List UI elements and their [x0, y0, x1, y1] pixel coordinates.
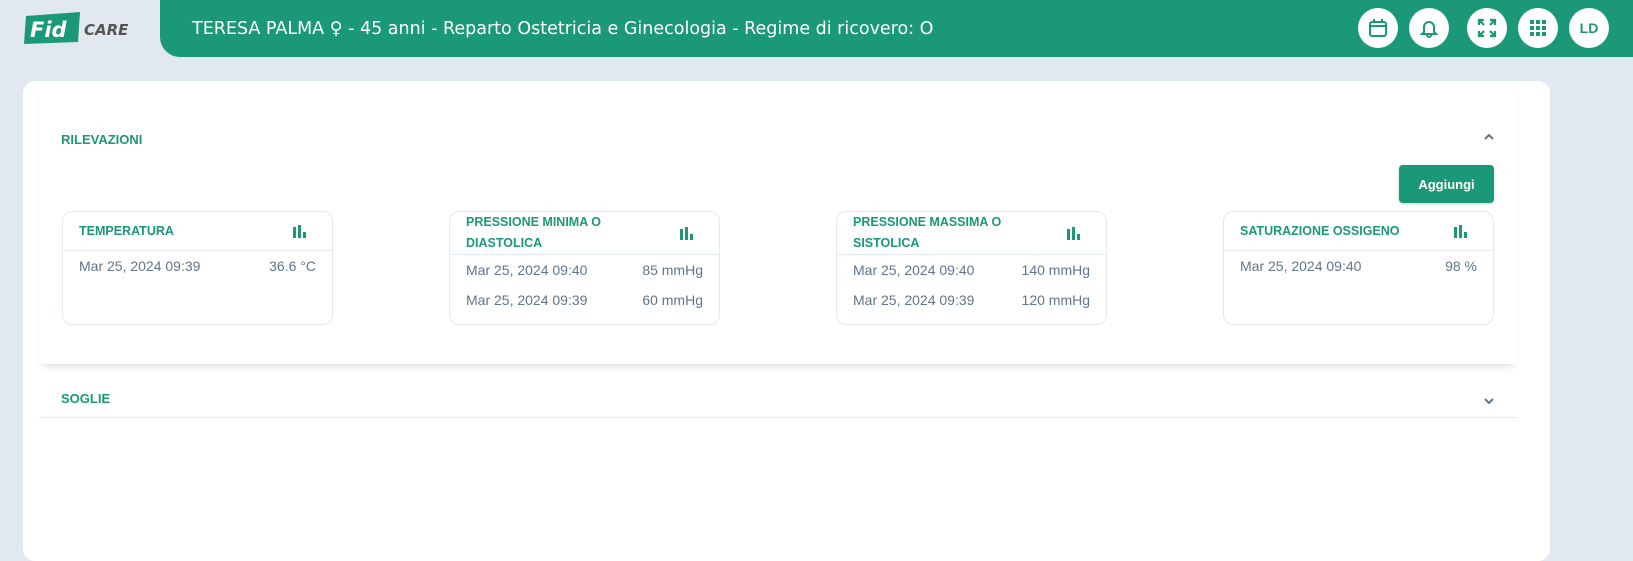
- chevron-down-icon[interactable]: [1482, 394, 1496, 408]
- measurement-value: 85 mmHg: [642, 262, 703, 278]
- grid-icon: [1530, 20, 1546, 36]
- soglie-title[interactable]: SOGLIE: [61, 391, 111, 406]
- main-panel: RILEVAZIONI Aggiungi TEMPERATURA Mar 25,…: [23, 81, 1550, 561]
- svg-text:Fid: Fid: [30, 18, 68, 42]
- measurement-date: Mar 25, 2024 09:39: [853, 292, 975, 308]
- vital-card: TEMPERATURA Mar 25, 2024 09:39 36.6 °C: [62, 211, 333, 325]
- measurement-value: 36.6 °C: [269, 258, 316, 274]
- vital-card: PRESSIONE MASSIMA O SISTOLICA Mar 25, 20…: [836, 211, 1107, 325]
- measurement-date: Mar 25, 2024 09:40: [466, 262, 588, 278]
- measurement-value: 98 %: [1445, 258, 1477, 274]
- vital-card: SATURAZIONE OSSIGENO Mar 25, 2024 09:40 9…: [1223, 211, 1494, 325]
- card-title: PRESSIONE MASSIMA O SISTOLICA: [853, 215, 1002, 250]
- measurement-row: Mar 25, 2024 09:39 120 mmHg: [837, 285, 1106, 315]
- measurement-row: Mar 25, 2024 09:39 36.6 °C: [63, 251, 332, 281]
- measurement-date: Mar 25, 2024 09:40: [1240, 258, 1362, 274]
- chart-icon[interactable]: [1067, 226, 1080, 240]
- measurement-row: Mar 25, 2024 09:40 85 mmHg: [450, 255, 719, 285]
- measurement-value: 120 mmHg: [1021, 292, 1090, 308]
- rilevazioni-title[interactable]: RILEVAZIONI: [61, 132, 143, 147]
- chart-icon[interactable]: [1454, 224, 1467, 238]
- measurement-row: Mar 25, 2024 09:40 98 %: [1224, 251, 1493, 281]
- fullscreen-button[interactable]: [1467, 8, 1507, 48]
- measurement-value: 140 mmHg: [1021, 262, 1090, 278]
- chevron-up-icon[interactable]: [1482, 130, 1496, 144]
- patient-title: TERESA PALMA ♀ - 45 anni - Reparto Ostet…: [192, 18, 934, 39]
- measurement-date: Mar 25, 2024 09:40: [853, 262, 975, 278]
- card-title: SATURAZIONE OSSIGENO: [1240, 223, 1400, 238]
- card-title: TEMPERATURA: [79, 223, 174, 238]
- apps-button[interactable]: [1518, 8, 1558, 48]
- expand-icon: [1477, 18, 1497, 38]
- calendar-button[interactable]: [1358, 8, 1398, 48]
- measurement-row: Mar 25, 2024 09:40 140 mmHg: [837, 255, 1106, 285]
- measurement-date: Mar 25, 2024 09:39: [79, 258, 201, 274]
- fidcare-logo: Fid CARE: [24, 12, 129, 44]
- add-button[interactable]: Aggiungi: [1399, 165, 1494, 203]
- soglie-section[interactable]: SOGLIE: [39, 381, 1517, 418]
- vital-card: PRESSIONE MINIMA O DIASTOLICA Mar 25, 20…: [449, 211, 720, 325]
- svg-text:CARE: CARE: [84, 21, 129, 39]
- card-title: PRESSIONE MINIMA O DIASTOLICA: [466, 215, 601, 250]
- user-avatar[interactable]: LD: [1569, 8, 1609, 48]
- measurement-row: Mar 25, 2024 09:39 60 mmHg: [450, 285, 719, 315]
- measurement-date: Mar 25, 2024 09:39: [466, 292, 588, 308]
- bell-icon: [1419, 21, 1439, 38]
- notifications-button[interactable]: [1409, 8, 1449, 48]
- chart-icon[interactable]: [680, 226, 693, 240]
- top-header: TERESA PALMA ♀ - 45 anni - Reparto Ostet…: [160, 0, 1633, 57]
- calendar-icon: [1369, 19, 1387, 37]
- rilevazioni-section: RILEVAZIONI Aggiungi TEMPERATURA Mar 25,…: [39, 81, 1517, 364]
- chart-icon[interactable]: [293, 224, 306, 238]
- measurement-value: 60 mmHg: [642, 292, 703, 308]
